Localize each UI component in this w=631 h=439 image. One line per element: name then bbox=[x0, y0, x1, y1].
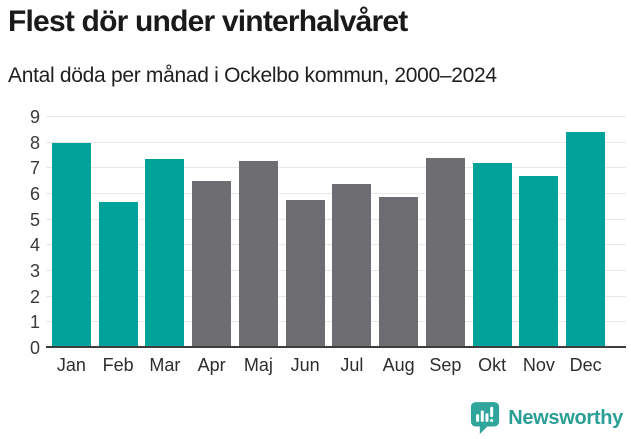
bar-chart: 0 1 2 3 4 5 6 7 8 9 bbox=[0, 108, 631, 357]
bar-slot bbox=[235, 117, 282, 348]
bar-slot bbox=[375, 117, 422, 348]
y-axis-label: 7 bbox=[29, 158, 40, 179]
bar-jan bbox=[51, 142, 91, 348]
bar-dec bbox=[566, 132, 606, 348]
x-axis-line bbox=[46, 346, 626, 348]
gridline bbox=[46, 116, 626, 117]
page-title: Flest dör under vinterhalvåret bbox=[8, 5, 408, 38]
newsworthy-logo-icon bbox=[471, 402, 500, 434]
bar-slot bbox=[142, 117, 189, 348]
gridline bbox=[46, 141, 626, 143]
y-axis-label: 0 bbox=[29, 338, 40, 358]
y-axis-label: 8 bbox=[29, 132, 40, 153]
x-axis-label: Dec bbox=[569, 355, 602, 375]
y-axis-label: 5 bbox=[29, 209, 40, 230]
bar-okt bbox=[472, 163, 512, 348]
bar-slot bbox=[516, 117, 563, 348]
bar-slot bbox=[422, 117, 469, 348]
gridline bbox=[46, 167, 626, 169]
x-axis-label: Nov bbox=[522, 355, 555, 375]
x-axis: Jan Feb Mar Apr Maj Jun Jul Aug Sep Okt Nov Dec bbox=[48, 355, 609, 376]
bar-nov bbox=[519, 176, 559, 348]
bar-slot bbox=[469, 117, 516, 348]
y-axis-label: 4 bbox=[29, 235, 40, 256]
y-axis-label: 9 bbox=[29, 107, 40, 127]
y-axis-label: 3 bbox=[29, 261, 40, 282]
x-axis-label: Okt bbox=[478, 355, 507, 375]
x-axis-label: Apr bbox=[197, 355, 226, 375]
bar-slot bbox=[48, 117, 95, 348]
bar-maj bbox=[238, 160, 278, 348]
x-axis-label: Aug bbox=[382, 355, 415, 375]
bar-slot bbox=[282, 117, 329, 348]
bar-slot bbox=[562, 117, 609, 348]
bar-feb bbox=[98, 201, 138, 348]
y-axis: 0 1 2 3 4 5 6 7 8 9 bbox=[0, 108, 40, 357]
x-axis-label: Jul bbox=[340, 355, 364, 375]
bar-sep bbox=[425, 158, 465, 348]
bar-slot bbox=[329, 117, 376, 348]
chart-subtitle: Antal döda per månad i Ockelbo kommun, 2… bbox=[8, 64, 497, 87]
bar-slot bbox=[188, 117, 235, 348]
bar-jul bbox=[332, 183, 372, 348]
x-axis-label: Maj bbox=[243, 355, 273, 375]
bar-jun bbox=[285, 200, 325, 348]
brand-footer: Newsworthy bbox=[470, 401, 623, 435]
x-axis-label: Sep bbox=[429, 355, 462, 375]
y-axis-label: 1 bbox=[29, 312, 40, 333]
bar-apr bbox=[192, 181, 232, 348]
bar-slot bbox=[95, 117, 142, 348]
x-axis-label: Mar bbox=[149, 355, 181, 375]
bar-mar bbox=[145, 159, 185, 348]
y-axis-label: 2 bbox=[29, 286, 40, 307]
x-axis-label: Feb bbox=[102, 355, 134, 375]
x-axis-label: Jan bbox=[56, 355, 86, 375]
x-axis-label: Jun bbox=[290, 355, 320, 375]
bars-area bbox=[48, 117, 609, 348]
y-axis-label: 6 bbox=[29, 184, 40, 205]
bar-aug bbox=[379, 196, 419, 348]
brand-name: Newsworthy bbox=[508, 406, 623, 429]
